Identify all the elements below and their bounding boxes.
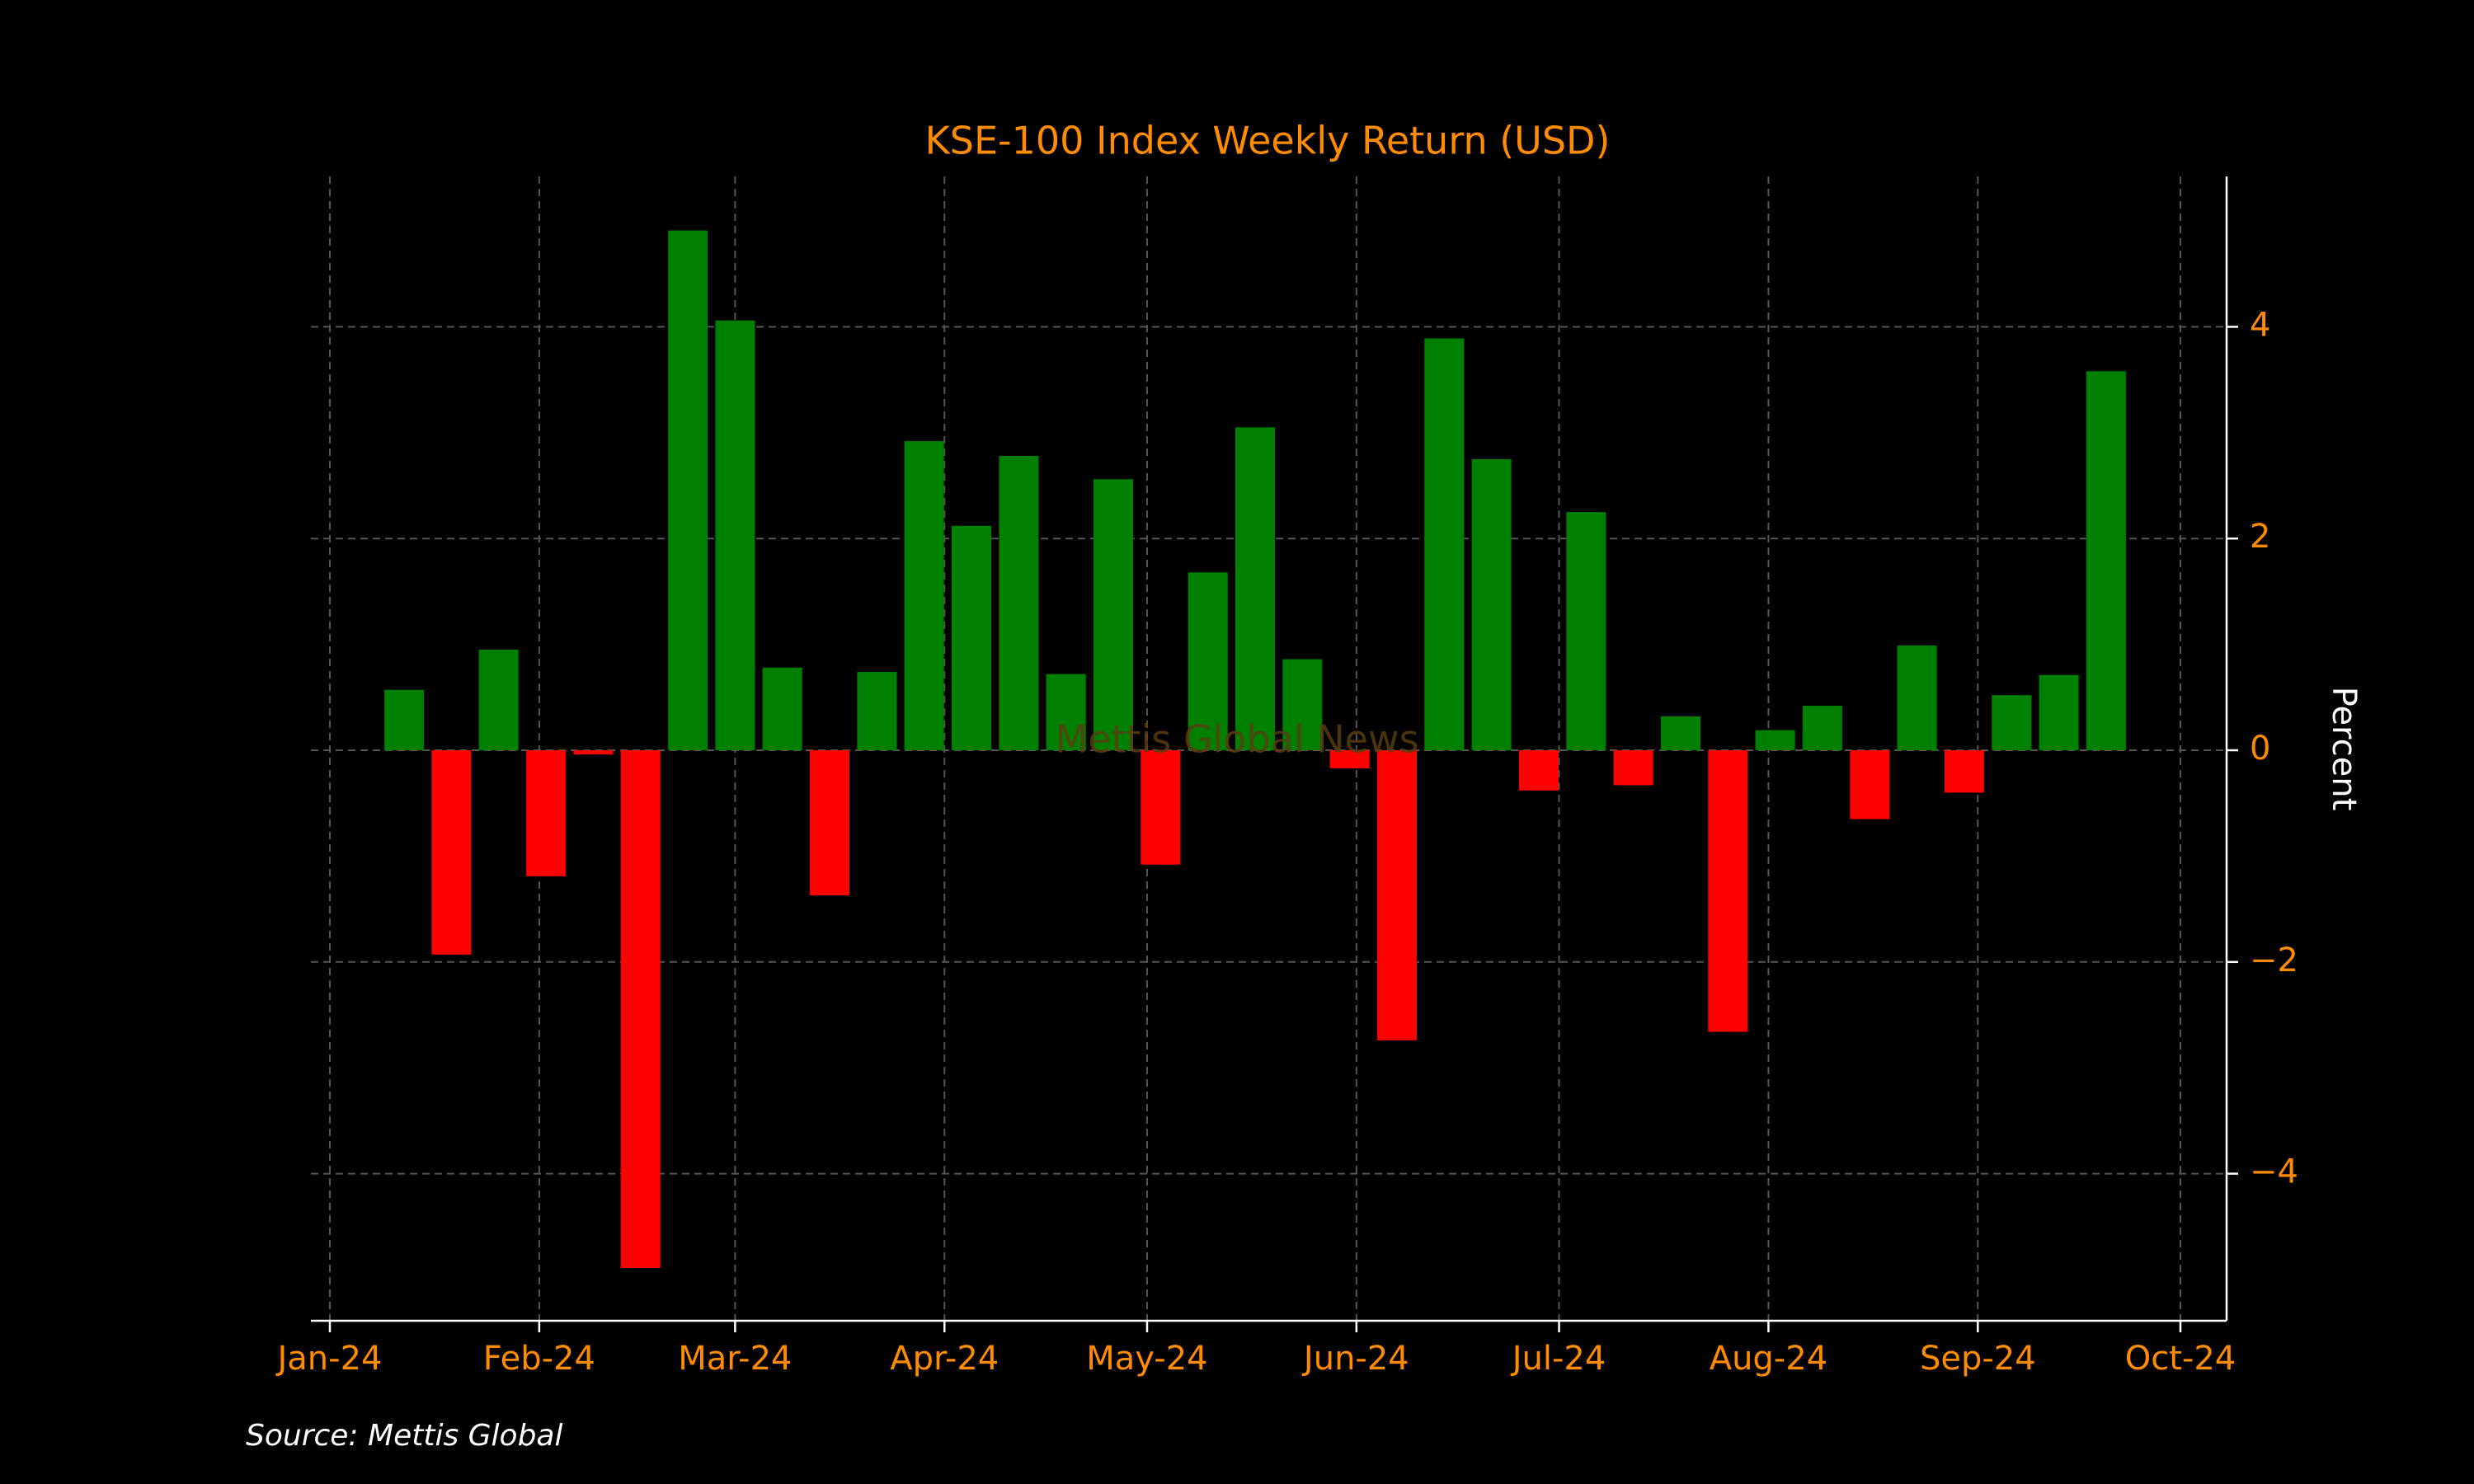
y-axis-ticks: −4 −2 0 2 4 [2227, 306, 2298, 1191]
bar-positive [857, 672, 897, 750]
source-note: Source: Mettis Global [246, 1419, 563, 1453]
x-tick-label: Jun-24 [1301, 1340, 1409, 1378]
x-tick-label: Apr-24 [890, 1340, 999, 1378]
bar-positive [478, 650, 519, 750]
bar-negative [573, 750, 614, 755]
y-tick-label: 4 [2250, 306, 2270, 344]
x-tick-label: Feb-24 [483, 1340, 595, 1378]
bar-negative [1613, 750, 1653, 786]
bar-negative [620, 750, 661, 1268]
x-tick-label: Jan-24 [275, 1340, 383, 1378]
bar-positive [1755, 730, 1795, 750]
bar-negative [1850, 750, 1890, 819]
bar-positive [2086, 371, 2126, 750]
bar-positive [1424, 338, 1465, 750]
bar-positive [1282, 659, 1323, 750]
y-tick-label: −4 [2250, 1153, 2298, 1191]
bar-positive [715, 320, 755, 750]
chart-title: KSE-100 Index Weekly Return (USD) [925, 119, 1611, 163]
watermark: Mettis Global News [1055, 717, 1418, 762]
x-tick-label: May-24 [1086, 1340, 1207, 1378]
bar-positive [904, 441, 944, 750]
bars [384, 230, 2126, 1268]
bar-negative [526, 750, 567, 876]
bar-negative [431, 750, 472, 955]
bar-positive [762, 667, 802, 750]
bar-negative [1141, 750, 1181, 865]
bar-positive [384, 689, 425, 750]
bar-positive [1046, 674, 1086, 750]
bar-negative [1708, 750, 1748, 1032]
y-tick-label: −2 [2250, 942, 2298, 979]
axes [311, 176, 2228, 1322]
y-axis-label: Percent [2325, 687, 2363, 811]
x-axis-ticks: Jan-24 Feb-24 Mar-24 Apr-24 May-24 Jun-24 Jul-… [275, 1321, 2236, 1378]
y-tick-label: 2 [2250, 518, 2270, 556]
bar-positive [1471, 458, 1512, 750]
bar-positive [1235, 427, 1275, 750]
bar-negative [1377, 750, 1417, 1040]
x-tick-label: Sep-24 [1920, 1340, 2036, 1378]
x-tick-label: Mar-24 [678, 1340, 792, 1378]
bar-positive [1802, 706, 1842, 750]
bar-negative [1329, 750, 1370, 768]
bar-positive [1188, 572, 1228, 750]
bar-negative [1519, 750, 1559, 791]
bar-positive [1897, 645, 1937, 750]
x-tick-label: Jul-24 [1510, 1340, 1606, 1378]
x-tick-label: Aug-24 [1710, 1340, 1827, 1378]
bar-positive [1094, 479, 1133, 750]
x-tick-label: Oct-24 [2125, 1340, 2236, 1378]
bar-positive [1566, 512, 1606, 750]
bar-positive [999, 456, 1039, 750]
bar-positive [1661, 716, 1700, 750]
y-tick-label: 0 [2250, 730, 2270, 768]
bar-negative [810, 750, 849, 895]
bar-positive [668, 230, 708, 751]
bar-positive [952, 525, 991, 750]
bar-negative [1944, 750, 1984, 793]
bar-positive [2039, 674, 2079, 750]
bar-positive [1992, 695, 2032, 750]
